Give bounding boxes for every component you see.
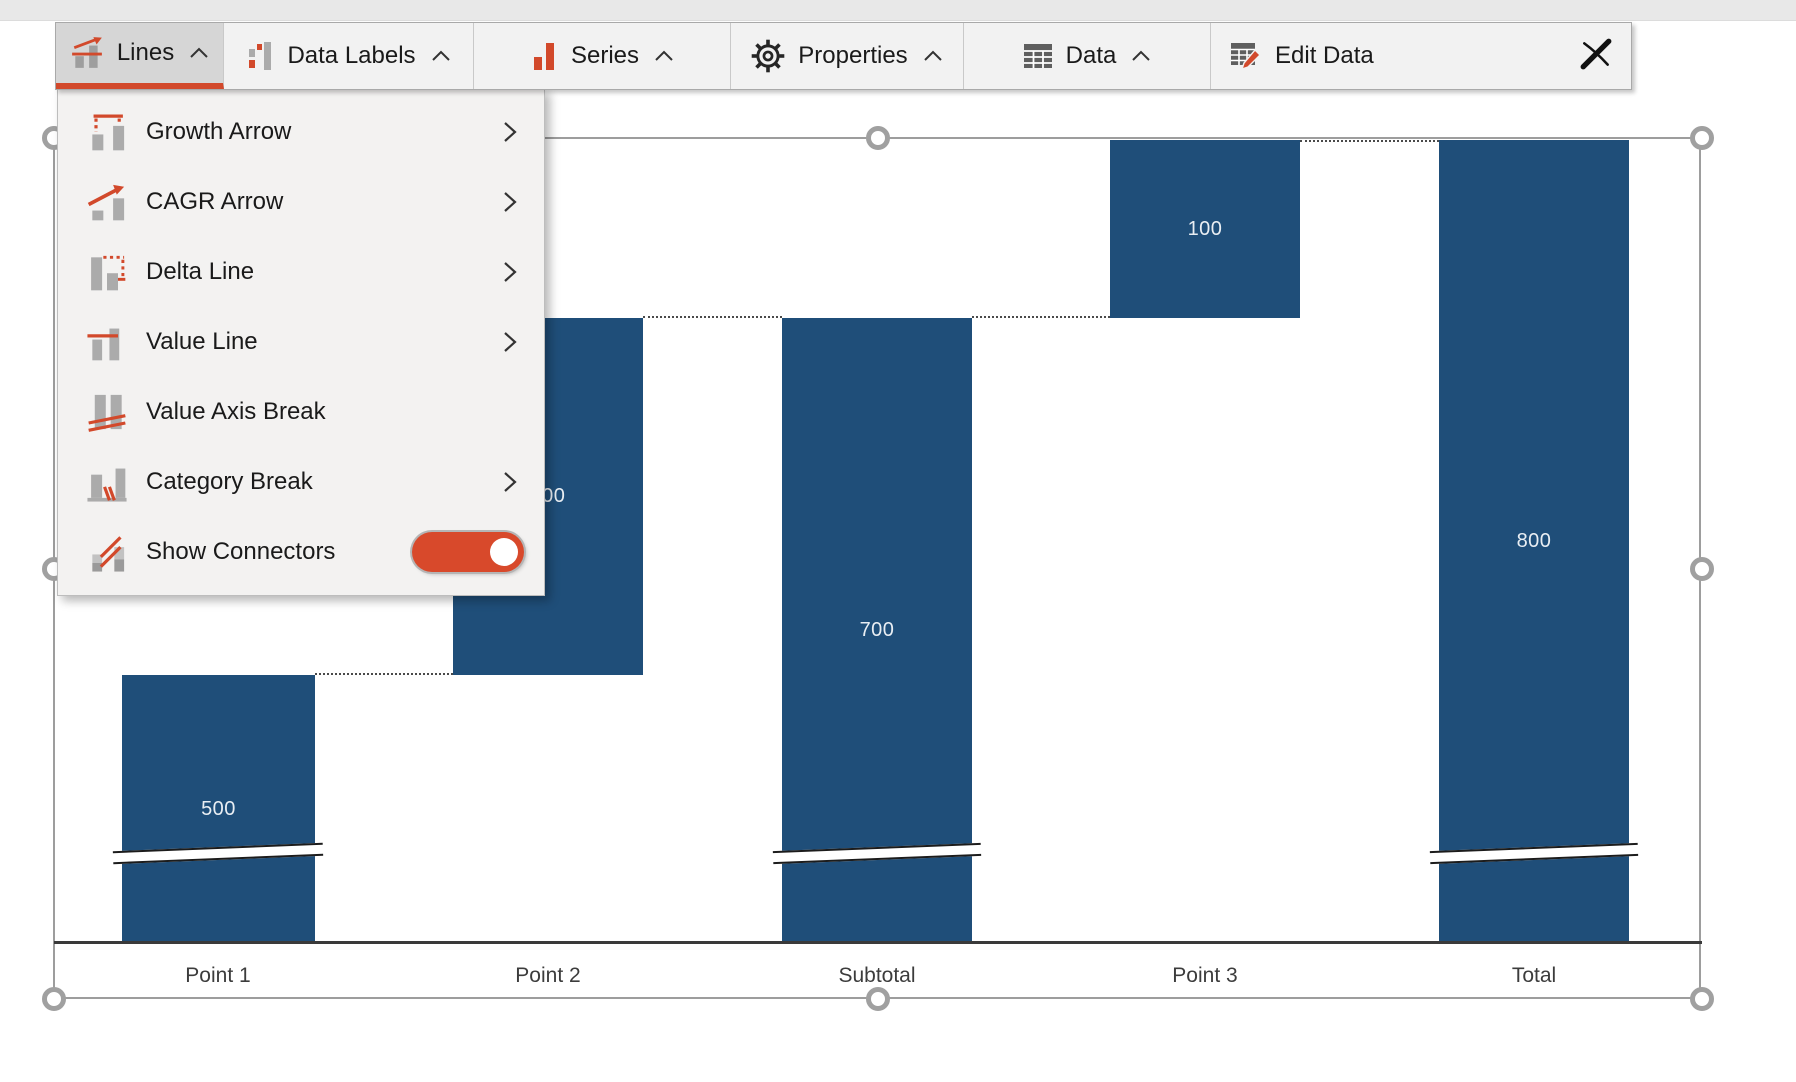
waterfall-connector [1300, 140, 1439, 142]
category-label: Point 3 [1172, 964, 1238, 987]
toolbar-button-series[interactable]: Series [474, 23, 731, 89]
show-connectors-toggle[interactable] [412, 532, 524, 572]
toolbar-button-label: Series [570, 42, 640, 69]
data-labels-icon [245, 39, 275, 73]
selection-handle-top-right[interactable] [1690, 126, 1714, 150]
selection-handle-bottom-right[interactable] [1690, 987, 1714, 1011]
toolbar-button-properties[interactable]: Properties [731, 23, 964, 89]
lines-arrow-icon [69, 36, 105, 70]
cagr-arrow-icon [84, 180, 130, 224]
bar-total[interactable]: 800 [1439, 140, 1629, 943]
show-connectors-icon [84, 530, 130, 574]
chevron-right-icon [498, 259, 522, 285]
menu-item-cagr-arrow[interactable]: CAGR Arrow [58, 167, 544, 237]
close-button[interactable] [1579, 37, 1613, 76]
menu-item-label: Value Line [146, 328, 258, 355]
selection-handle-bottom-middle[interactable] [866, 987, 890, 1011]
bar-value-label: 100 [1187, 217, 1223, 240]
menu-item-delta-line[interactable]: Delta Line [58, 237, 544, 307]
menu-item-category-break[interactable]: Category Break [58, 447, 544, 517]
waterfall-connector [972, 316, 1110, 318]
toolbar-button-label: Data [1065, 42, 1117, 69]
toolbar-button-label: Properties [798, 42, 908, 69]
chevron-up-icon [430, 49, 452, 63]
category-break-icon [84, 460, 130, 504]
toolbar-button-lines[interactable]: Lines [56, 23, 224, 89]
chevron-up-icon [188, 46, 210, 60]
toggle-knob [490, 538, 518, 566]
toolbar-button-edit-data[interactable]: Edit Data [1211, 23, 1631, 89]
value-line-icon [84, 320, 130, 364]
category-label: Subtotal [838, 964, 916, 987]
chevron-up-icon [653, 49, 675, 63]
bar-point-1[interactable]: 500 [122, 675, 315, 943]
value-axis-break-icon [84, 390, 130, 434]
menu-item-label: Delta Line [146, 258, 255, 285]
menu-item-growth-arrow[interactable]: Growth Arrow [58, 97, 544, 167]
chevron-right-icon [498, 119, 522, 145]
toolbar-button-label: Edit Data [1275, 42, 1374, 69]
selection-handle-top-middle[interactable] [866, 126, 890, 150]
bar-point-3[interactable]: 100 [1110, 140, 1300, 318]
table-grid-icon [1022, 41, 1054, 71]
menu-item-label: Category Break [146, 468, 313, 495]
toolbar-button-data[interactable]: Data [964, 23, 1211, 89]
chevron-right-icon [498, 189, 522, 215]
bar-subtotal[interactable]: 700 [782, 318, 972, 943]
series-bars-icon [529, 39, 559, 73]
category-axis-line [54, 941, 1702, 944]
menu-item-label: Growth Arrow [146, 118, 292, 145]
chevron-up-icon [922, 49, 944, 63]
window-top-strip [0, 0, 1796, 21]
menu-item-label: Value Axis Break [146, 398, 326, 425]
delta-line-icon [84, 250, 130, 294]
waterfall-connector [643, 316, 782, 318]
chevron-right-icon [498, 329, 522, 355]
toolbar-button-data-labels[interactable]: Data Labels [224, 23, 474, 89]
toolbar-button-label: Data Labels [287, 42, 416, 69]
menu-item-value-axis-break[interactable]: Value Axis Break [58, 377, 544, 447]
category-label: Point 1 [185, 964, 251, 987]
chevron-right-icon [498, 469, 522, 495]
selection-handle-bottom-left[interactable] [42, 987, 66, 1011]
toolbar-button-label: Lines [116, 39, 175, 66]
selection-handle-middle-right[interactable] [1690, 557, 1714, 581]
category-label: Total [1511, 964, 1557, 987]
chevron-up-icon [1130, 49, 1152, 63]
growth-arrow-icon [84, 110, 130, 154]
menu-item-label: Show Connectors [146, 538, 336, 565]
category-label: Point 2 [515, 964, 581, 987]
bar-value-label: 500 [201, 797, 236, 820]
lines-dropdown-menu: Growth Arrow CAGR Arrow [57, 88, 545, 596]
floating-toolbar: Lines Data Labels Series [55, 22, 1632, 90]
gear-icon [750, 38, 786, 74]
menu-item-label: CAGR Arrow [146, 188, 284, 215]
close-x-icon [1579, 37, 1613, 76]
table-edit-pencil-icon [1229, 40, 1263, 72]
menu-item-value-line[interactable]: Value Line [58, 307, 544, 377]
bar-value-label: 800 [1516, 530, 1552, 552]
bar-value-label: 700 [859, 619, 895, 641]
waterfall-connector [315, 673, 453, 675]
menu-item-show-connectors[interactable]: Show Connectors [58, 517, 544, 587]
